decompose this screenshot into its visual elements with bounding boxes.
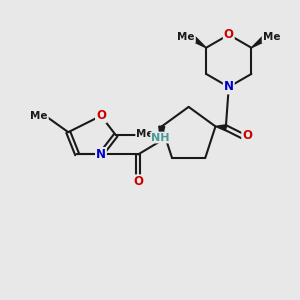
Polygon shape [215,125,226,131]
Polygon shape [251,37,266,48]
Text: N: N [96,148,106,161]
Text: Me: Me [262,32,280,42]
Text: Me: Me [30,111,48,121]
Text: N: N [224,80,234,94]
Text: O: O [224,28,234,41]
Polygon shape [192,37,206,48]
Text: NH: NH [151,133,170,142]
Text: O: O [96,109,106,122]
Text: Me: Me [177,32,195,42]
Text: O: O [242,129,252,142]
Text: O: O [133,175,143,188]
Polygon shape [159,126,165,141]
Text: Me: Me [136,129,154,139]
